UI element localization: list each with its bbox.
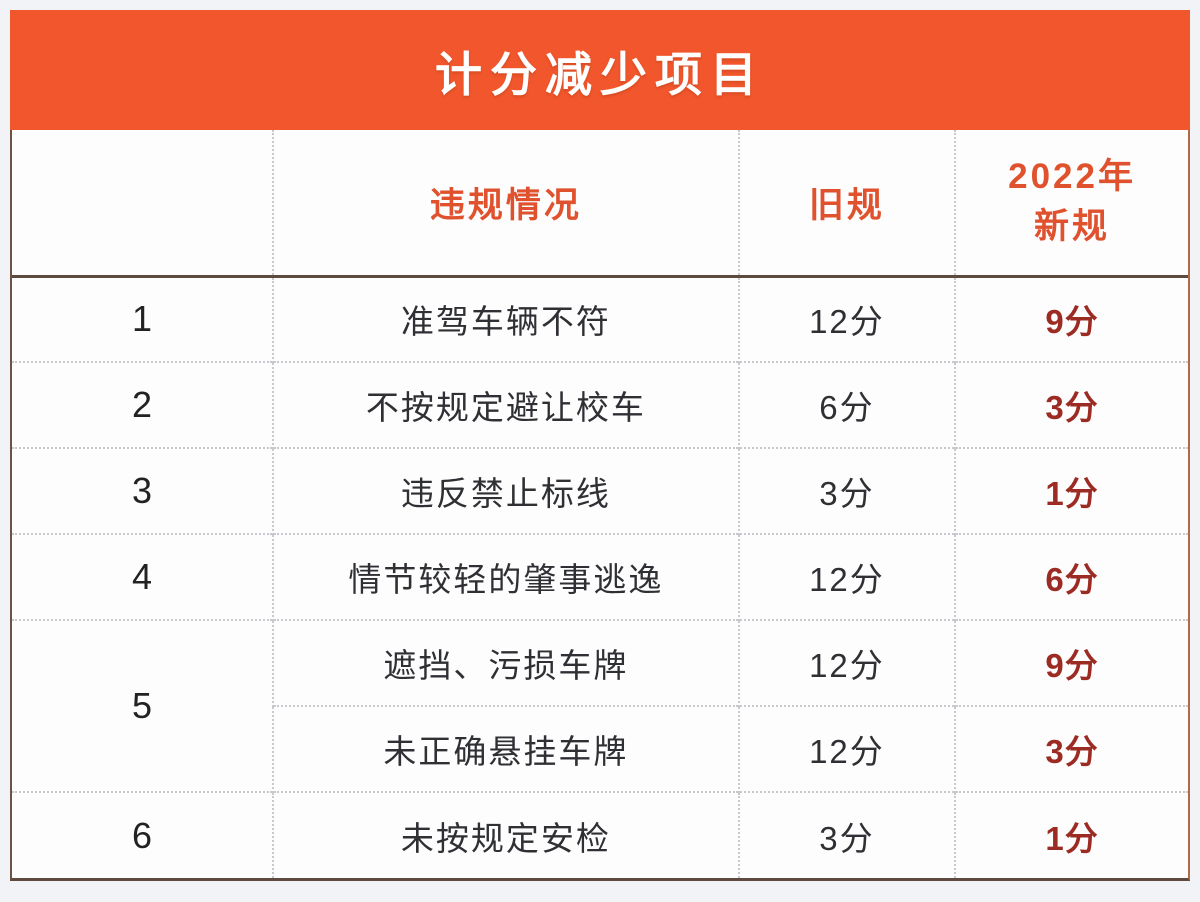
row-new-score: 1分 [954, 791, 1188, 878]
row-old-score: 12分 [737, 619, 956, 706]
row-number: 3 [12, 447, 274, 534]
header-old-rule: 旧规 [737, 130, 956, 278]
row-number: 2 [12, 361, 274, 448]
points-reduction-card: 计分减少项目 违规情况 旧规 2022年 新规 [10, 10, 1190, 881]
table-row: 6 未按规定安检 3分 1分 [12, 791, 1188, 878]
row-number: 1 [132, 298, 153, 340]
row-violation: 未正确悬挂车牌 [272, 705, 739, 792]
table-row: 1 准驾车辆不符 12分 9分 [12, 276, 1188, 362]
table-row: 3 违反禁止标线 3分 1分 [12, 447, 1188, 534]
row-old-score: 6分 [737, 361, 956, 448]
table-row: 未正确悬挂车牌 12分 3分 [12, 705, 1188, 792]
row-number: 4 [12, 533, 274, 620]
row-new-score: 1分 [954, 447, 1188, 534]
row-violation: 不按规定避让校车 [272, 361, 739, 448]
row-old-score: 3分 [737, 791, 956, 878]
row-old-score: 12分 [737, 533, 956, 620]
row-old-score: 12分 [737, 705, 956, 792]
header-new-rule-line1: 2022年 [1008, 156, 1136, 196]
row-old-score: 12分 [737, 276, 956, 362]
row-number: 5 [12, 619, 274, 792]
row-new-score: 3分 [954, 361, 1188, 448]
header-new-rule: 2022年 新规 [954, 130, 1188, 278]
header-violation: 违规情况 [272, 130, 739, 278]
row-violation: 违反禁止标线 [272, 447, 739, 534]
row-number: 6 [12, 791, 274, 878]
row-violation: 遮挡、污损车牌 [272, 619, 739, 706]
table-wrap: 违规情况 旧规 2022年 新规 1 准驾车辆不符 12分 9分 [10, 130, 1190, 881]
header-row: 违规情况 旧规 2022年 新规 [12, 130, 1188, 278]
table-row: 5 遮挡、污损车牌 12分 9分 [12, 619, 1188, 792]
header-new-rule-line2: 新规 [1034, 207, 1111, 247]
page-title: 计分减少项目 [435, 47, 765, 101]
points-table: 违规情况 旧规 2022年 新规 1 准驾车辆不符 12分 9分 [12, 130, 1188, 878]
row-violation: 情节较轻的肇事逃逸 [272, 533, 739, 620]
banner: 计分减少项目 [10, 10, 1190, 130]
row-new-score: 3分 [954, 705, 1188, 792]
row-violation: 准驾车辆不符 [272, 276, 739, 362]
row-old-score: 3分 [737, 447, 956, 534]
table-row: 2 不按规定避让校车 6分 3分 [12, 361, 1188, 448]
table-row: 4 情节较轻的肇事逃逸 12分 6分 [12, 533, 1188, 620]
header-number [12, 130, 274, 278]
row-violation: 未按规定安检 [272, 791, 739, 878]
row-new-score: 6分 [954, 533, 1188, 620]
row-new-score: 9分 [954, 276, 1188, 362]
row-new-score: 9分 [954, 619, 1188, 706]
